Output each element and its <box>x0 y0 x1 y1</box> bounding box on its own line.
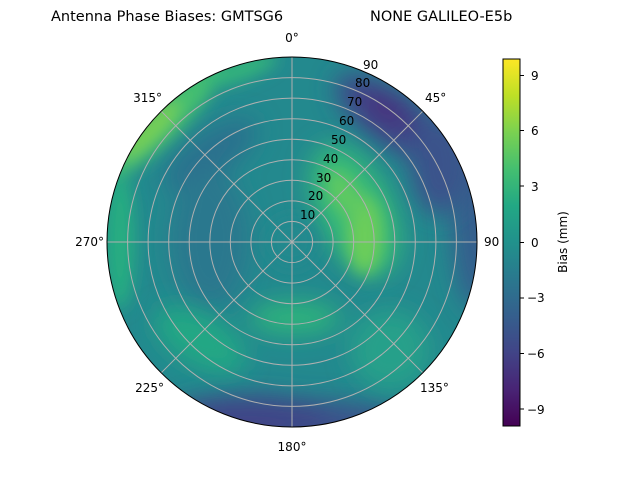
colorbar-tick-9: 9 <box>531 69 539 83</box>
polar-heatmap <box>107 57 477 427</box>
angle-label-135: 135° <box>420 381 449 395</box>
angle-label-0: 0° <box>285 31 299 45</box>
polar-frame <box>106 56 478 428</box>
chart-title-left: Antenna Phase Biases: GMTSG6 <box>51 9 284 25</box>
radial-tick-60: 60 <box>339 114 354 128</box>
colorbar-gradient <box>502 58 521 427</box>
colorbar-tick-0: 0 <box>531 236 539 250</box>
colorbar-label: Bias (mm) <box>556 211 570 273</box>
colorbar: 9 6 3 0 −3 −6 −9 Bias (mm) <box>502 58 570 427</box>
angle-label-270: 270° <box>75 235 104 249</box>
angle-label-225: 225° <box>135 381 164 395</box>
radial-tick-50: 50 <box>331 133 346 147</box>
colorbar-tick-3: 3 <box>531 180 539 194</box>
radial-tick-10: 10 <box>300 208 315 222</box>
radial-tick-80: 80 <box>355 76 370 90</box>
colorbar-tick-neg9: −9 <box>527 403 545 417</box>
radial-tick-30: 30 <box>316 171 331 185</box>
angle-label-45: 45° <box>425 91 446 105</box>
angle-label-315: 315° <box>133 91 162 105</box>
colorbar-tick-neg6: −6 <box>527 347 545 361</box>
chart-title-right: NONE GALILEO-E5b <box>370 9 513 25</box>
angle-label-90: 90 <box>484 235 499 249</box>
radial-tick-90: 90 <box>363 58 378 72</box>
colorbar-tick-6: 6 <box>531 124 539 138</box>
angular-tick-labels: 0° 45° 90 135° 180° 225° 270° 315° <box>75 31 499 454</box>
radial-tick-40: 40 <box>323 152 338 166</box>
colorbar-tick-neg3: −3 <box>527 291 545 305</box>
angle-label-180: 180° <box>278 440 307 454</box>
radial-tick-70: 70 <box>347 95 362 109</box>
polar-grid <box>107 57 477 427</box>
radial-tick-20: 20 <box>308 189 323 203</box>
radial-tick-labels: 10 20 30 40 50 60 70 80 90 <box>300 58 378 222</box>
